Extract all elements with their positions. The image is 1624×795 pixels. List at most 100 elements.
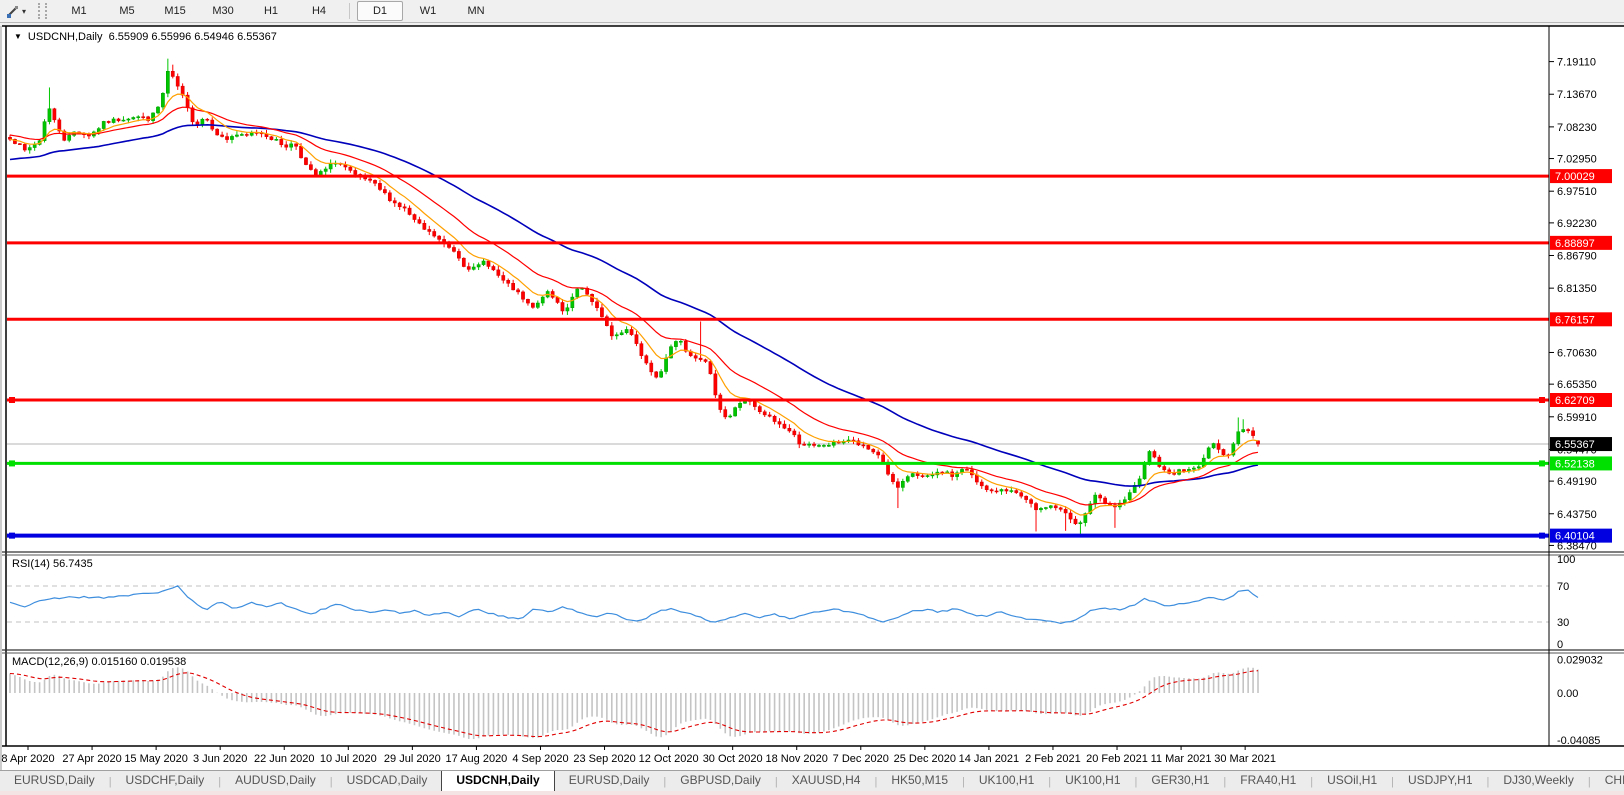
chart-tab-audusd-daily[interactable]: AUDUSD,Daily <box>235 773 316 787</box>
rsi-axis-label: 70 <box>1557 581 1569 593</box>
tab-separator: | <box>1310 776 1314 788</box>
price-axis-tick: 6.65350 <box>1557 379 1597 391</box>
date-axis-label: 18 Nov 2020 <box>766 753 828 765</box>
chart-tab-fra40-h1[interactable]: FRA40,H1 <box>1240 773 1297 787</box>
price-axis-tick: 6.70630 <box>1557 347 1597 359</box>
date-axis-label: 7 Dec 2020 <box>833 753 889 765</box>
tab-separator: | <box>663 776 667 788</box>
price-axis-tick: 6.92230 <box>1557 218 1597 230</box>
date-axis-label: 30 Oct 2020 <box>703 753 763 765</box>
hline-handle-right[interactable] <box>1539 397 1545 403</box>
tab-separator: | <box>874 776 878 788</box>
price-axis-tick: 6.97510 <box>1557 186 1597 198</box>
timeframe-button-m15[interactable]: M15 <box>164 5 186 17</box>
macd-indicator-title: MACD(12,26,9) 0.015160 0.019538 <box>12 656 187 668</box>
chart-tab-china300-h1[interactable]: CHINA300,H1 <box>1604 773 1624 787</box>
price-axis-tick: 6.81350 <box>1557 283 1597 295</box>
hline-price-label: 6.76157 <box>1555 314 1595 326</box>
date-axis-label: 3 Jun 2020 <box>193 753 247 765</box>
timeframe-button-m1[interactable]: M1 <box>71 5 87 17</box>
macd-axis-label: 0.00 <box>1557 688 1578 700</box>
timeframe-buttons: M1 M5 M15 M30 H1 H4 D1 W1 MN <box>55 1 500 21</box>
tab-separator: | <box>774 776 778 788</box>
chart-symbol-period: USDCNH,Daily <box>27 31 103 43</box>
chart-ohlc-values: 6.55909 6.55996 6.54946 6.55367 <box>108 31 277 43</box>
toolbar: ▾ M1 M5 M15 M30 H1 H4 D1 W1 MN <box>0 0 1624 23</box>
timeframe-button-d1[interactable]: D1 <box>357 1 404 21</box>
hline-handle-right[interactable] <box>1539 460 1545 467</box>
price-axis-tick: 7.19110 <box>1557 57 1596 69</box>
tab-separator: | <box>108 776 112 788</box>
collapse-arrow-icon[interactable]: ▼ <box>14 32 22 41</box>
chart-tab-usdjpy-h1[interactable]: USDJPY,H1 <box>1408 773 1473 787</box>
date-axis-label: 10 Jul 2020 <box>320 753 377 765</box>
hline-price-label: 6.40104 <box>1555 531 1595 543</box>
toolbar-gripper[interactable] <box>38 3 48 19</box>
tab-separator: | <box>1048 776 1052 788</box>
bottom-strip <box>0 791 1624 795</box>
macd-axis-label: 0.029032 <box>1557 655 1603 667</box>
price-axis-tick: 6.43750 <box>1557 509 1597 521</box>
date-axis-label: 20 Feb 2021 <box>1086 753 1148 765</box>
date-axis-label: 25 Dec 2020 <box>894 753 956 765</box>
date-axis-label: 22 Jun 2020 <box>254 753 315 765</box>
drawing-tool-icon[interactable] <box>4 2 22 20</box>
chart-tab-eurusd-daily[interactable]: EURUSD,Daily <box>568 773 650 787</box>
macd-signal-line <box>9 670 1259 738</box>
timeframe-button-m30[interactable]: M30 <box>212 5 234 17</box>
date-axis-label: 2 Feb 2021 <box>1025 753 1081 765</box>
chart-tab-usdcnh-daily[interactable]: USDCNH,Daily <box>441 771 555 791</box>
tab-separator: | <box>1391 776 1395 788</box>
chart-tab-bar: EURUSD,Daily | USDCHF,Daily | AUDUSD,Daily | U… <box>0 770 1624 791</box>
chart-tab-usdcad-daily[interactable]: USDCAD,Daily <box>346 773 428 787</box>
chart-tab-hk50-m15[interactable]: HK50,M15 <box>891 773 949 787</box>
rsi-axis-label: 100 <box>1557 554 1575 566</box>
chart-tab-uk100-h1[interactable]: UK100,H1 <box>978 773 1035 787</box>
date-axis-label: 14 Jan 2021 <box>959 753 1020 765</box>
tab-separator: | <box>1134 776 1138 788</box>
price-axis-tick: 6.59910 <box>1557 412 1597 424</box>
tab-separator: | <box>1223 776 1227 788</box>
ma-medium-line <box>9 106 1259 506</box>
chart-title: ▼ USDCNH,Daily 6.55909 6.55996 6.54946 6.… <box>14 31 277 43</box>
chart-tab-uk100-h1[interactable]: UK100,H1 <box>1065 773 1121 787</box>
rsi-indicator-title: RSI(14) 56.7435 <box>12 558 93 570</box>
date-axis-label: 27 Apr 2020 <box>62 753 121 765</box>
hline-handle-left[interactable] <box>9 397 15 403</box>
hline-handle-right[interactable] <box>1539 532 1545 539</box>
hline-price-label: 6.62709 <box>1555 395 1595 407</box>
tool-dropdown-arrow-icon[interactable]: ▾ <box>22 6 27 16</box>
ma-fast-line <box>9 93 1259 516</box>
date-axis-label: 15 May 2020 <box>124 753 188 765</box>
hline-price-label: 6.88897 <box>1555 238 1595 250</box>
timeframe-button-mn[interactable]: MN <box>467 5 485 17</box>
date-axis-label: 8 Apr 2020 <box>1 753 54 765</box>
chart-tab-usoil-h1[interactable]: USOil,H1 <box>1327 773 1378 787</box>
hline-handle-left[interactable] <box>9 460 15 467</box>
rsi-axis-label: 0 <box>1557 639 1563 651</box>
tab-separator: | <box>962 776 965 788</box>
chart-tab-gbpusd-daily[interactable]: GBPUSD,Daily <box>680 773 761 787</box>
chart-canvas: 7.19110 7.13670 7.08230 7.02950 6.97510 6.922… <box>0 25 1624 770</box>
price-axis-tick: 7.13670 <box>1557 89 1597 101</box>
date-axis-label: 30 Mar 2021 <box>1214 753 1276 765</box>
timeframe-button-w1[interactable]: W1 <box>419 5 437 17</box>
chart-tab-xauusd-h4[interactable]: XAUUSD,H4 <box>791 773 861 787</box>
tab-separator: | <box>1486 776 1490 788</box>
date-axis-label: 4 Sep 2020 <box>512 753 568 765</box>
date-axis-label: 17 Aug 2020 <box>446 753 508 765</box>
date-axis-label: 11 Mar 2021 <box>1151 753 1212 765</box>
chart-tab-ger30-h1[interactable]: GER30,H1 <box>1151 773 1210 787</box>
timeframe-button-m5[interactable]: M5 <box>119 5 135 17</box>
chart-tab-eurusd-daily[interactable]: EURUSD,Daily <box>14 773 95 787</box>
chart-tab-dj30-weekly[interactable]: DJ30,Weekly <box>1503 773 1574 787</box>
timeframe-button-h1[interactable]: H1 <box>263 5 279 17</box>
hline-price-label: 6.52138 <box>1555 458 1595 470</box>
tab-separator: | <box>218 776 222 788</box>
chart-tab-usdchf-daily[interactable]: USDCHF,Daily <box>125 773 205 787</box>
tab-separator: | <box>329 776 333 788</box>
timeframe-button-h4[interactable]: H4 <box>311 5 327 17</box>
rsi-axis-label: 30 <box>1557 617 1569 629</box>
price-axis-tick: 7.02950 <box>1557 154 1597 166</box>
hline-handle-left[interactable] <box>9 532 15 539</box>
